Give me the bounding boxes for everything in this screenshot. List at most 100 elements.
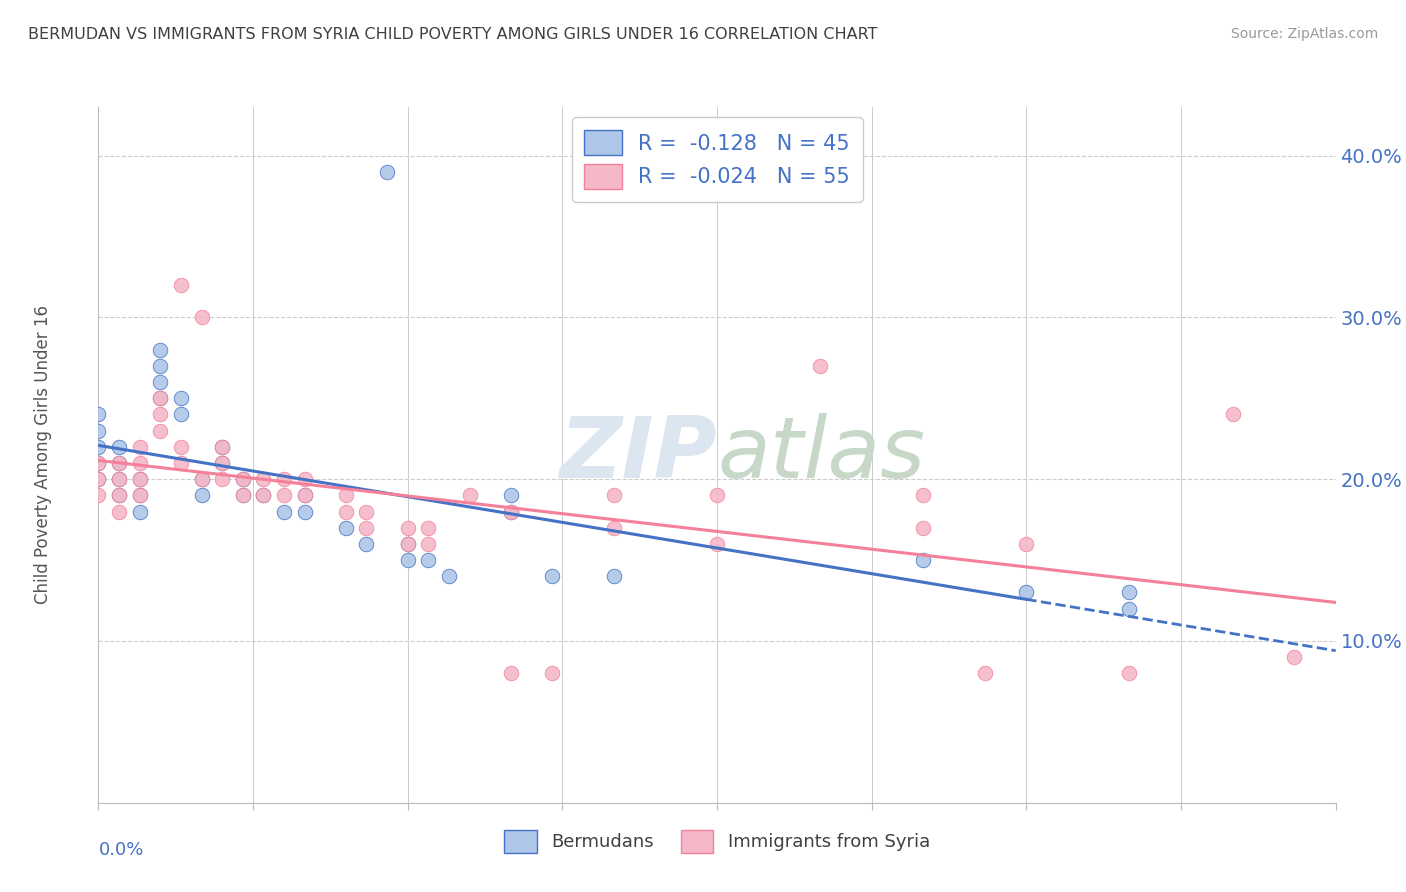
Point <box>252 488 274 502</box>
Point <box>232 488 254 502</box>
Point <box>974 666 997 681</box>
Point <box>149 375 172 389</box>
Point <box>335 521 357 535</box>
Point <box>211 472 233 486</box>
Point <box>541 666 564 681</box>
Point <box>499 504 522 518</box>
Point <box>273 488 295 502</box>
Point <box>232 472 254 486</box>
Point <box>252 472 274 486</box>
Point <box>87 472 110 486</box>
Legend: Bermudans, Immigrants from Syria: Bermudans, Immigrants from Syria <box>494 820 941 863</box>
Point <box>1015 537 1038 551</box>
Point <box>149 392 172 406</box>
Point <box>108 504 131 518</box>
Point <box>211 456 233 470</box>
Point <box>128 472 150 486</box>
Point <box>149 408 172 422</box>
Point <box>499 504 522 518</box>
Point <box>252 488 274 502</box>
Point <box>541 569 564 583</box>
Point <box>128 488 150 502</box>
Point <box>1015 585 1038 599</box>
Point <box>294 488 316 502</box>
Point <box>108 472 131 486</box>
Point <box>912 553 935 567</box>
Point <box>87 424 110 438</box>
Point <box>87 456 110 470</box>
Text: Source: ZipAtlas.com: Source: ZipAtlas.com <box>1230 27 1378 41</box>
Point <box>1222 408 1244 422</box>
Point <box>149 343 172 357</box>
Point <box>396 537 419 551</box>
Point <box>418 537 440 551</box>
Point <box>912 521 935 535</box>
Point <box>128 488 150 502</box>
Point <box>1118 601 1140 615</box>
Point <box>1118 666 1140 681</box>
Point <box>499 666 522 681</box>
Text: atlas: atlas <box>717 413 925 497</box>
Point <box>190 472 212 486</box>
Point <box>437 569 460 583</box>
Point <box>108 440 131 454</box>
Point <box>706 537 728 551</box>
Point <box>108 456 131 470</box>
Point <box>87 440 110 454</box>
Point <box>808 359 831 373</box>
Point <box>603 521 626 535</box>
Point <box>108 488 131 502</box>
Point <box>190 472 212 486</box>
Point <box>356 504 378 518</box>
Point <box>211 440 233 454</box>
Point <box>108 488 131 502</box>
Point <box>108 472 131 486</box>
Point <box>87 408 110 422</box>
Point <box>190 310 212 325</box>
Point <box>211 440 233 454</box>
Point <box>603 488 626 502</box>
Point <box>356 537 378 551</box>
Point <box>396 521 419 535</box>
Point <box>706 488 728 502</box>
Point <box>499 488 522 502</box>
Point <box>108 456 131 470</box>
Point <box>273 504 295 518</box>
Text: ZIP: ZIP <box>560 413 717 497</box>
Point <box>170 278 193 293</box>
Point <box>149 392 172 406</box>
Point <box>375 165 398 179</box>
Point <box>149 424 172 438</box>
Point <box>128 504 150 518</box>
Point <box>128 440 150 454</box>
Point <box>603 569 626 583</box>
Point <box>87 456 110 470</box>
Point <box>128 456 150 470</box>
Point <box>418 553 440 567</box>
Point <box>170 440 193 454</box>
Point <box>418 521 440 535</box>
Point <box>211 456 233 470</box>
Point <box>232 472 254 486</box>
Point <box>396 553 419 567</box>
Point <box>149 359 172 373</box>
Text: BERMUDAN VS IMMIGRANTS FROM SYRIA CHILD POVERTY AMONG GIRLS UNDER 16 CORRELATION: BERMUDAN VS IMMIGRANTS FROM SYRIA CHILD … <box>28 27 877 42</box>
Point <box>273 472 295 486</box>
Point <box>335 488 357 502</box>
Point <box>1118 585 1140 599</box>
Point <box>87 488 110 502</box>
Point <box>294 488 316 502</box>
Point <box>170 456 193 470</box>
Point <box>458 488 481 502</box>
Point <box>170 408 193 422</box>
Point <box>912 488 935 502</box>
Point <box>1284 650 1306 665</box>
Point <box>294 472 316 486</box>
Point <box>190 488 212 502</box>
Point <box>170 392 193 406</box>
Point <box>232 488 254 502</box>
Point <box>335 504 357 518</box>
Point <box>87 472 110 486</box>
Text: 0.0%: 0.0% <box>98 841 143 859</box>
Point <box>128 472 150 486</box>
